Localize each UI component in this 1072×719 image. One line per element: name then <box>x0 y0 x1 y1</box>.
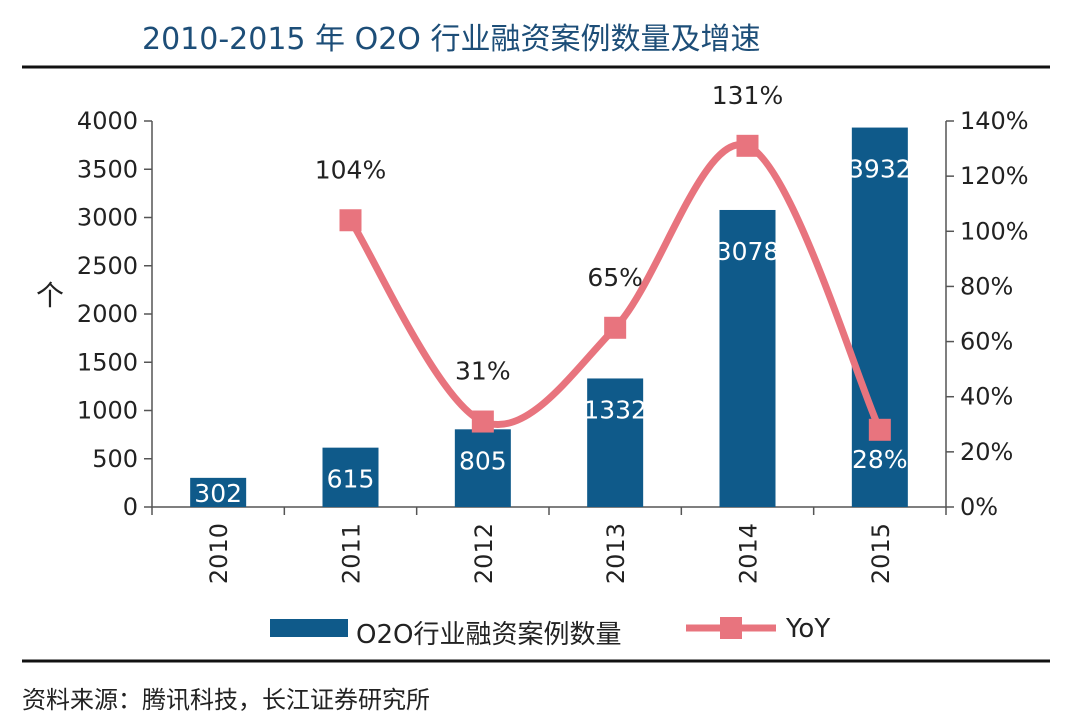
y-right-tick-label: 40% <box>960 383 1013 411</box>
x-tick-label: 2010 <box>205 523 233 584</box>
y-right-tick-label: 0% <box>960 493 998 521</box>
y-right-tick-label: 80% <box>960 272 1013 300</box>
axes: 0 500 1000 1500 2000 2500 3000 3500 4000 0% 20% 40%… <box>77 107 1029 584</box>
legend-bar-swatch <box>270 619 348 637</box>
y-left-tick-label: 500 <box>92 445 138 473</box>
y-axis-unit-glyph: 个 <box>36 279 65 312</box>
y-left-tick-label: 0 <box>123 493 138 521</box>
bar <box>454 429 511 507</box>
bar-value-label: 3078 <box>716 237 780 266</box>
line-series: 104% 31% 65% 131% 28% <box>315 81 908 474</box>
y-left-tick-label: 2000 <box>77 300 138 328</box>
y-left-tick-label: 3000 <box>77 204 138 232</box>
bar <box>719 209 776 507</box>
source-note: 资料来源：腾讯科技，长江证券研究所 <box>22 686 430 714</box>
y-right-tick-label: 20% <box>960 438 1013 466</box>
yoy-value-label: 65% <box>587 263 643 292</box>
yoy-value-label: 31% <box>455 357 511 386</box>
x-tick-label: 2011 <box>338 523 366 584</box>
yoy-marker <box>339 209 362 232</box>
bar-value-label: 805 <box>459 446 507 475</box>
yoy-line <box>347 141 884 434</box>
bar-value-label: 615 <box>327 465 375 494</box>
y-left-tick-label: 1500 <box>77 348 138 376</box>
x-tick-label: 2013 <box>602 523 630 584</box>
chart-title: 2010-2015 年 O2O 行业融资案例数量及增速 <box>142 22 761 57</box>
legend <box>270 617 776 639</box>
y-left-tick-label: 1000 <box>77 397 138 425</box>
yoy-marker <box>604 316 627 339</box>
yoy-marker <box>471 410 494 433</box>
y-right-tick-label: 60% <box>960 328 1013 356</box>
bar <box>851 127 908 507</box>
yoy-value-label: 28% <box>852 445 908 474</box>
legend-line-marker <box>720 617 742 639</box>
y-left-tick-label: 4000 <box>77 107 138 135</box>
legend-line-label: YoY <box>786 614 831 644</box>
bar <box>322 447 379 507</box>
y-left-tick-label: 2500 <box>77 252 138 280</box>
legend-bar-label: O2O行业融资案例数量 <box>356 620 622 650</box>
bar-value-label: 302 <box>194 479 242 508</box>
yoy-marker <box>868 418 891 441</box>
x-tick-label: 2015 <box>867 523 895 584</box>
y-left-tick-label: 3500 <box>77 155 138 183</box>
y-right-tick-label: 120% <box>960 162 1029 190</box>
x-tick-label: 2012 <box>470 523 498 584</box>
bar <box>587 378 644 507</box>
yoy-marker <box>736 134 759 157</box>
y-right-tick-label: 100% <box>960 217 1029 245</box>
bar-value-label: 3932 <box>848 155 912 184</box>
yoy-value-label: 131% <box>712 81 783 110</box>
bar <box>190 477 247 507</box>
yoy-value-label: 104% <box>315 155 386 184</box>
bar-value-label: 1332 <box>583 395 647 424</box>
y-right-tick-label: 140% <box>960 107 1029 135</box>
bar-series: 302 615 805 1332 3078 3932 <box>190 127 912 508</box>
x-tick-label: 2014 <box>735 523 763 584</box>
